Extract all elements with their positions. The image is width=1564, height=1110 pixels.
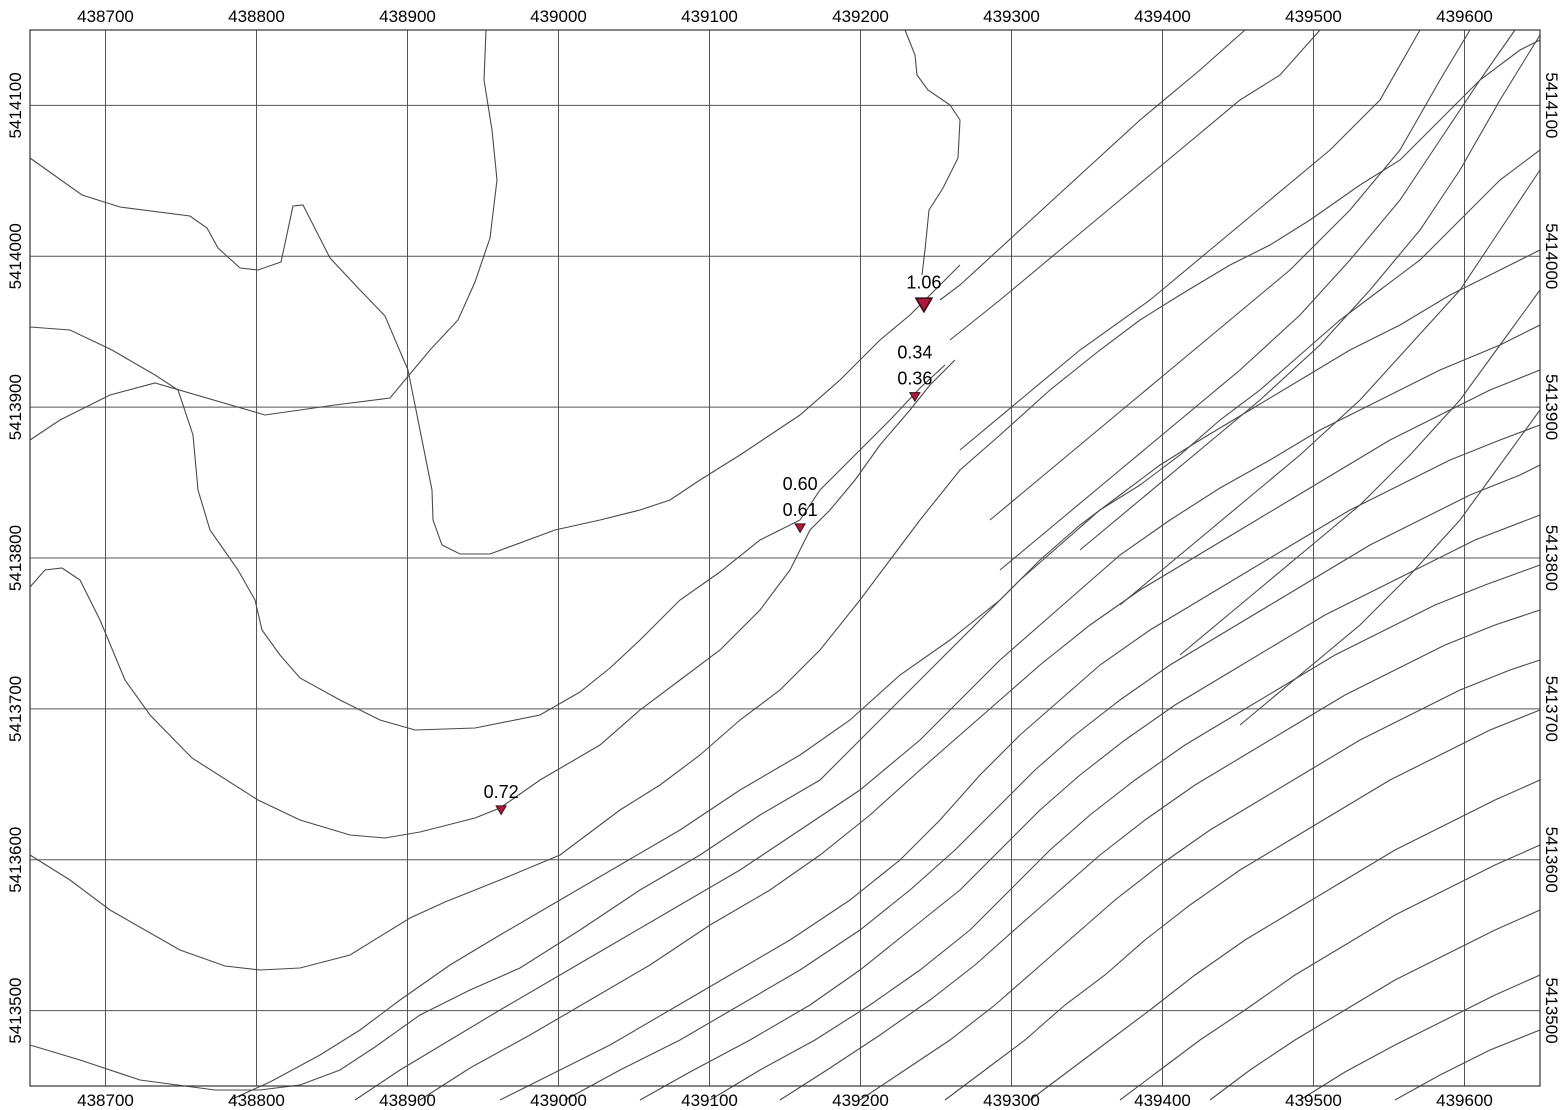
x-tick-label: 439500 xyxy=(1285,1091,1342,1110)
inverted-triangle-icon xyxy=(795,524,805,533)
station-value-label: 1.06 xyxy=(906,273,941,293)
y-axis-right: 5414100 5414000 5413900 5413800 5413700 54136… xyxy=(1542,72,1561,1043)
contour-line xyxy=(30,30,497,440)
contour-line xyxy=(950,30,1320,340)
x-tick-label: 438900 xyxy=(379,7,436,26)
contour-line xyxy=(945,710,1540,1100)
x-tick-label: 438800 xyxy=(228,7,285,26)
x-tick-label: 439100 xyxy=(681,1091,738,1110)
y-tick-label: 5414100 xyxy=(6,72,25,138)
contour-line xyxy=(905,30,960,275)
y-axis-left: 5414100 5414000 5413900 5413800 5413700 54136… xyxy=(6,72,25,1043)
y-tick-label: 5413500 xyxy=(6,977,25,1043)
y-tick-label: 5414100 xyxy=(1542,72,1561,138)
x-tick-label: 438900 xyxy=(379,1091,436,1110)
contour-line xyxy=(30,327,945,730)
x-tick-label: 439000 xyxy=(530,1091,587,1110)
y-tick-label: 5413500 xyxy=(1542,977,1561,1043)
contour-line xyxy=(780,610,1540,1100)
x-tick-label: 439400 xyxy=(1134,7,1191,26)
y-tick-label: 5413600 xyxy=(6,827,25,893)
contour-line xyxy=(30,360,955,838)
y-tick-label: 5413600 xyxy=(1542,827,1561,893)
inverted-triangle-icon xyxy=(496,806,506,815)
station-value-label: 0.34 xyxy=(897,343,932,363)
contour-line xyxy=(420,370,1540,1100)
contour-line xyxy=(1030,780,1540,1100)
x-tick-label: 439600 xyxy=(1436,7,1493,26)
x-axis-bottom: 438700 438800 438900 439000 439100 439200 4393… xyxy=(77,1091,1493,1110)
contour-line xyxy=(860,660,1540,1100)
contour-line xyxy=(1300,975,1540,1100)
x-tick-label: 439200 xyxy=(832,7,889,26)
y-tick-label: 5413800 xyxy=(6,525,25,591)
station-value-label: 0.60 xyxy=(783,474,818,494)
y-tick-label: 5413700 xyxy=(6,676,25,742)
contour-line xyxy=(710,565,1540,1100)
station-markers: 1.06 0.34 0.36 0.60 0.61 0.72 xyxy=(484,273,942,815)
contour-line xyxy=(1395,1030,1540,1100)
x-tick-label: 439200 xyxy=(832,1091,889,1110)
x-tick-label: 439600 xyxy=(1436,1091,1493,1110)
x-tick-label: 438700 xyxy=(77,1091,134,1110)
station-value-label: 0.36 xyxy=(897,369,932,389)
contour-line xyxy=(30,158,960,554)
x-tick-label: 439000 xyxy=(530,7,587,26)
contour-line xyxy=(640,515,1540,1100)
contour-line xyxy=(1120,845,1540,1100)
y-tick-label: 5414000 xyxy=(1542,223,1561,289)
grid-lines xyxy=(30,30,1540,1086)
contour-line xyxy=(1210,910,1540,1100)
x-tick-label: 439300 xyxy=(983,1091,1040,1110)
contour-line xyxy=(355,325,1540,1100)
x-tick-label: 439300 xyxy=(983,7,1040,26)
y-tick-label: 5413700 xyxy=(1542,676,1561,742)
contour-line xyxy=(1000,30,1515,570)
y-tick-label: 5414000 xyxy=(6,223,25,289)
contour-line xyxy=(565,465,1540,1100)
station-value-label: 0.61 xyxy=(783,500,818,520)
x-tick-label: 438700 xyxy=(77,7,134,26)
contour-line xyxy=(960,30,1420,450)
x-tick-label: 439400 xyxy=(1134,1091,1191,1110)
contour-line xyxy=(230,250,1540,1100)
x-tick-label: 439100 xyxy=(681,7,738,26)
x-tick-label: 438800 xyxy=(228,1091,285,1110)
contour-line xyxy=(500,425,1540,1100)
y-tick-label: 5413800 xyxy=(1542,525,1561,591)
station-value-label: 0.72 xyxy=(484,782,519,802)
y-tick-label: 5413900 xyxy=(1542,374,1561,440)
x-axis-top: 438700 438800 438900 439000 439100 439200 4393… xyxy=(77,7,1493,26)
inverted-triangle-icon xyxy=(916,298,932,312)
x-tick-label: 439500 xyxy=(1285,7,1342,26)
y-tick-label: 5413900 xyxy=(6,374,25,440)
contour-line xyxy=(990,30,1470,520)
